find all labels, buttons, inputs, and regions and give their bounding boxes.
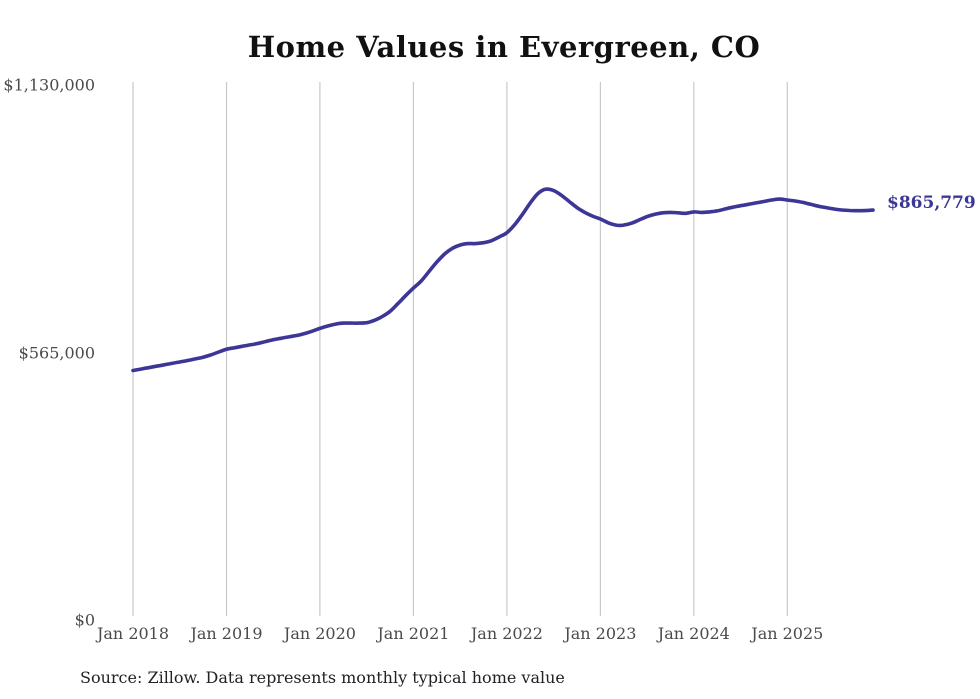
- x-axis-tick-label: Jan 2019: [190, 624, 263, 643]
- y-axis-tick-label: $1,130,000: [3, 75, 95, 95]
- x-axis-tick-label: Jan 2020: [283, 624, 356, 643]
- y-axis-tick-label: $565,000: [18, 343, 95, 362]
- source-note: Source: Zillow. Data represents monthly …: [80, 668, 565, 687]
- latest-value-label: $865,779: [887, 193, 976, 214]
- x-axis-tick-label: Jan 2023: [564, 624, 637, 643]
- x-axis-tick-label: Jan 2018: [96, 624, 170, 643]
- x-axis-tick-label: Jan 2022: [470, 624, 543, 643]
- y-axis-tick-label: $0: [74, 610, 95, 630]
- x-axis-tick-label: Jan 2021: [377, 624, 450, 643]
- chart-title: Home Values in Evergreen, CO: [247, 30, 761, 64]
- home-value-line-series: [131, 187, 875, 373]
- x-axis-tick-label: Jan 2024: [657, 624, 730, 643]
- x-axis-tick-label: Jan 2025: [751, 624, 824, 643]
